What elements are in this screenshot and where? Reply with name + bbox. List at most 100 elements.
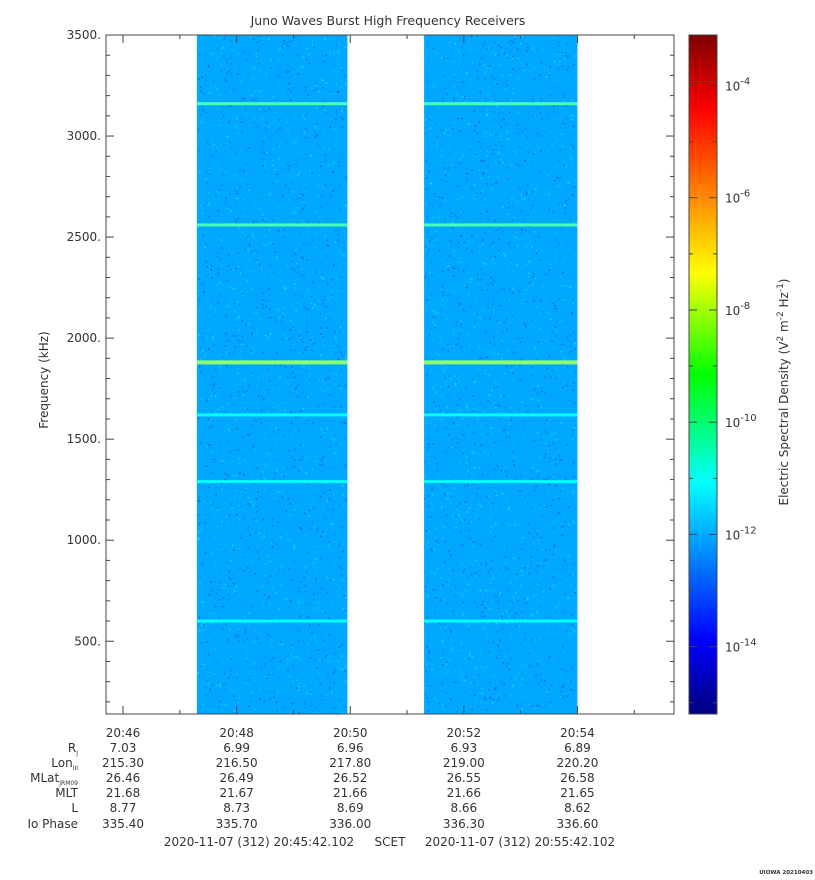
noise-pixel — [256, 329, 259, 331]
noise-pixel — [572, 608, 575, 610]
noise-pixel — [220, 482, 222, 484]
noise-pixel — [570, 144, 573, 146]
noise-pixel — [536, 107, 539, 109]
noise-pixel — [424, 299, 427, 302]
noise-pixel — [491, 540, 494, 543]
noise-pixel — [288, 62, 290, 65]
noise-pixel — [484, 354, 487, 357]
noise-pixel — [571, 324, 574, 327]
noise-pixel — [275, 701, 278, 703]
noise-pixel — [490, 128, 493, 130]
noise-pixel — [241, 272, 244, 275]
noise-pixel — [220, 246, 223, 249]
noise-pixel — [325, 464, 327, 466]
noise-pixel — [202, 121, 204, 124]
noise-pixel — [504, 519, 507, 522]
noise-pixel — [477, 297, 479, 299]
noise-pixel — [258, 618, 260, 621]
noise-pixel — [246, 183, 249, 186]
noise-pixel — [492, 159, 494, 162]
noise-pixel — [457, 338, 460, 340]
noise-pixel — [445, 630, 447, 633]
noise-pixel — [426, 252, 429, 255]
noise-pixel — [553, 105, 555, 108]
noise-pixel — [264, 161, 267, 163]
noise-pixel — [477, 77, 479, 80]
noise-pixel — [227, 617, 230, 620]
noise-pixel — [447, 532, 450, 534]
noise-pixel — [261, 380, 263, 383]
noise-pixel — [295, 226, 297, 229]
noise-pixel — [324, 710, 327, 712]
noise-pixel — [487, 225, 489, 228]
noise-pixel — [478, 63, 481, 65]
noise-pixel — [561, 400, 563, 402]
noise-pixel — [263, 666, 266, 668]
noise-pixel — [239, 160, 241, 163]
noise-pixel — [234, 397, 236, 399]
noise-pixel — [283, 45, 286, 47]
noise-pixel — [428, 69, 431, 71]
noise-pixel — [456, 85, 458, 88]
noise-pixel — [433, 549, 436, 551]
noise-pixel — [344, 357, 347, 360]
noise-pixel — [303, 432, 305, 434]
noise-pixel — [222, 111, 224, 114]
noise-pixel — [294, 283, 296, 285]
noise-pixel — [296, 198, 298, 200]
noise-pixel — [440, 308, 442, 311]
noise-pixel — [559, 177, 562, 179]
noise-pixel — [491, 47, 493, 49]
noise-pixel — [475, 197, 478, 199]
noise-pixel — [266, 121, 268, 124]
noise-pixel — [489, 258, 491, 260]
noise-pixel — [540, 300, 542, 302]
noise-pixel — [333, 650, 336, 653]
noise-pixel — [434, 51, 437, 54]
noise-pixel — [221, 47, 223, 50]
noise-pixel — [244, 418, 246, 420]
noise-pixel — [225, 545, 228, 547]
noise-pixel — [443, 412, 446, 414]
noise-pixel — [209, 335, 212, 337]
noise-pixel — [551, 340, 554, 343]
noise-pixel — [308, 543, 310, 545]
noise-pixel — [479, 629, 481, 632]
noise-pixel — [458, 482, 460, 485]
noise-pixel — [488, 546, 490, 548]
noise-pixel — [469, 654, 471, 657]
noise-pixel — [333, 438, 336, 441]
noise-pixel — [473, 338, 475, 341]
noise-pixel — [238, 340, 240, 342]
noise-pixel — [445, 523, 448, 525]
noise-pixel — [267, 353, 269, 356]
noise-pixel — [214, 35, 216, 37]
noise-pixel — [230, 181, 232, 183]
noise-pixel — [497, 408, 500, 411]
noise-pixel — [217, 152, 220, 155]
noise-pixel — [240, 340, 243, 343]
noise-pixel — [572, 416, 575, 419]
noise-pixel — [243, 379, 246, 382]
noise-pixel — [201, 486, 204, 488]
noise-pixel — [200, 114, 202, 116]
noise-pixel — [494, 182, 497, 185]
noise-pixel — [511, 226, 513, 229]
noise-pixel — [478, 518, 480, 520]
noise-pixel — [280, 43, 283, 45]
noise-pixel — [436, 540, 438, 542]
noise-pixel — [207, 92, 209, 95]
noise-pixel — [244, 604, 246, 606]
noise-pixel — [514, 443, 517, 446]
noise-pixel — [281, 566, 284, 568]
noise-pixel — [494, 523, 497, 526]
noise-pixel — [309, 691, 312, 694]
noise-pixel — [234, 401, 236, 404]
noise-pixel — [483, 696, 486, 699]
noise-pixel — [551, 330, 553, 333]
noise-pixel — [245, 652, 248, 655]
noise-pixel — [240, 337, 243, 339]
noise-pixel — [314, 85, 317, 87]
noise-pixel — [224, 159, 227, 162]
noise-pixel — [525, 407, 527, 410]
